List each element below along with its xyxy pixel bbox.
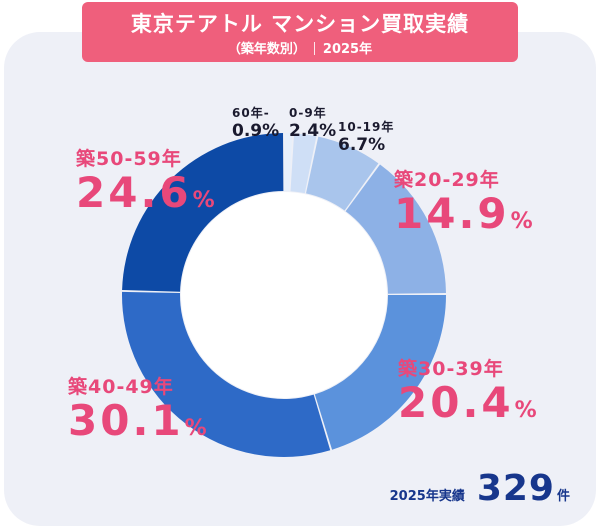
subtitle-category: （築年数別） [227, 42, 306, 57]
donut-segment-4 [314, 294, 446, 450]
segment-value: 0.9 [232, 121, 263, 141]
donut-segment-1 [290, 133, 317, 194]
segment-unit: % [262, 121, 280, 141]
segment-category: 築50-59年 [76, 148, 182, 170]
segment-label-0-9: 0-9年 2.4% [289, 104, 336, 141]
segment-unit: % [319, 121, 337, 141]
total-unit: 件 [556, 489, 570, 504]
segment-label-10-19: 10-19年 6.7% [338, 118, 394, 155]
subtitle-year: 2025年 [322, 42, 373, 57]
donut-segment-0 [284, 133, 293, 192]
segment-label-40-49: 築40-49年 30.1% [68, 372, 207, 443]
total-value: 329 [476, 468, 555, 509]
donut-segment-3 [345, 164, 446, 294]
segment-value: 6.7 [338, 135, 369, 155]
segment-value: 30.1 [68, 396, 184, 445]
segment-category: 0-9年 [289, 106, 327, 120]
segment-unit: % [192, 188, 215, 213]
total-label: 2025年実績 [389, 489, 465, 504]
segment-category: 10-19年 [338, 120, 395, 134]
segment-unit: % [510, 209, 533, 234]
segment-value: 24.6 [76, 168, 192, 217]
segment-category: 60年- [232, 106, 270, 120]
segment-value: 20.4 [398, 378, 514, 427]
segment-label-50-59: 築50-59年 24.6% [76, 144, 215, 215]
segment-value: 2.4 [289, 121, 320, 141]
segment-label-30-39: 築30-39年 20.4% [398, 354, 537, 425]
segment-label-60-plus: 60年- 0.9% [232, 104, 279, 141]
total-count: 2025年実績 329 件 [390, 468, 570, 509]
segment-category: 築30-39年 [398, 358, 504, 380]
title-banner: 東京テアトル マンション買取実績 （築年数別） 2025年 [82, 2, 518, 62]
segment-unit: % [184, 416, 207, 441]
donut-segment-2 [306, 136, 379, 211]
donut-hole [181, 192, 387, 398]
segment-category: 築20-29年 [394, 169, 500, 191]
donut-segment-6 [122, 133, 284, 292]
chart-subtitle: （築年数別） 2025年 [82, 38, 518, 57]
subtitle-divider [313, 42, 315, 55]
chart-title: 東京テアトル マンション買取実績 [130, 12, 470, 36]
segment-category: 築40-49年 [68, 376, 174, 398]
donut-segment-5 [121, 291, 331, 458]
segment-value: 14.9 [394, 189, 510, 238]
segment-label-20-29: 築20-29年 14.9% [394, 165, 533, 236]
segment-unit: % [514, 398, 537, 423]
segment-unit: % [368, 135, 386, 155]
